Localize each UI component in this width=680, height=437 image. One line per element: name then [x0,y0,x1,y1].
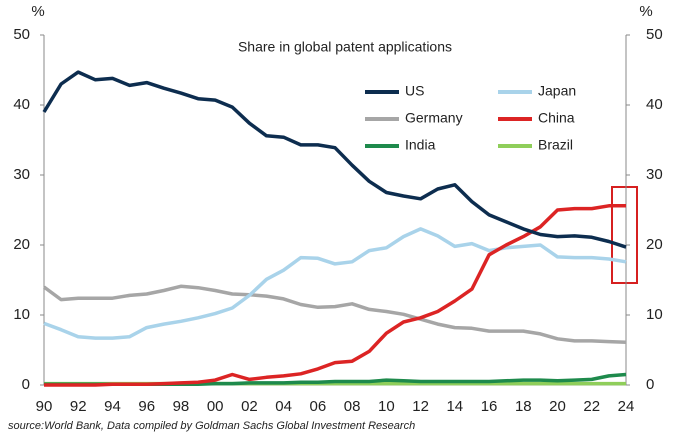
x-tick-label: 24 [618,398,635,415]
x-tick-label: 92 [70,398,87,415]
y-axis-label: % [31,3,44,20]
series-line [42,70,627,249]
legend-label: US [405,83,424,99]
y-tick-label: 20 [13,236,30,253]
y2-tick-label: 10 [646,306,663,323]
y2-axis-label: % [639,3,652,20]
y-tick-label: 10 [13,306,30,323]
legend-label: China [538,110,575,126]
chart-title: Share in global patent applications [238,39,452,55]
y-tick-label: 50 [13,26,30,43]
x-tick-label: 04 [275,398,292,415]
x-tick-label: 20 [549,398,566,415]
series-line [43,227,627,340]
x-tick-label: 90 [36,398,53,415]
series-line [42,284,627,345]
x-tick-label: 16 [481,398,498,415]
x-tick-label: 22 [583,398,600,415]
legend-label: Brazil [538,137,573,153]
highlight-box [611,186,638,284]
x-tick-label: 02 [241,398,258,415]
x-tick-label: 18 [515,398,532,415]
x-tick-label: 96 [138,398,155,415]
x-tick-label: 10 [378,398,395,415]
y-tick-label: 0 [22,376,30,393]
y2-tick-label: 50 [646,26,663,43]
x-tick-label: 98 [173,398,190,415]
series-line [44,204,626,387]
x-tick-label: 94 [104,398,121,415]
y-tick-label: 40 [13,96,30,113]
legend-label: India [405,137,436,153]
x-tick-label: 00 [207,398,224,415]
y2-tick-label: 30 [646,166,663,183]
y-tick-label: 30 [13,166,30,183]
y2-tick-label: 0 [646,376,654,393]
source-note: source:World Bank, Data compiled by Gold… [8,420,415,432]
y2-tick-label: 40 [646,96,663,113]
x-tick-label: 14 [446,398,463,415]
x-tick-label: 12 [412,398,429,415]
x-tick-label: 06 [310,398,327,415]
x-tick-label: 08 [344,398,361,415]
legend-label: Japan [538,83,576,99]
y2-tick-label: 20 [646,236,663,253]
legend-label: Germany [405,110,463,126]
